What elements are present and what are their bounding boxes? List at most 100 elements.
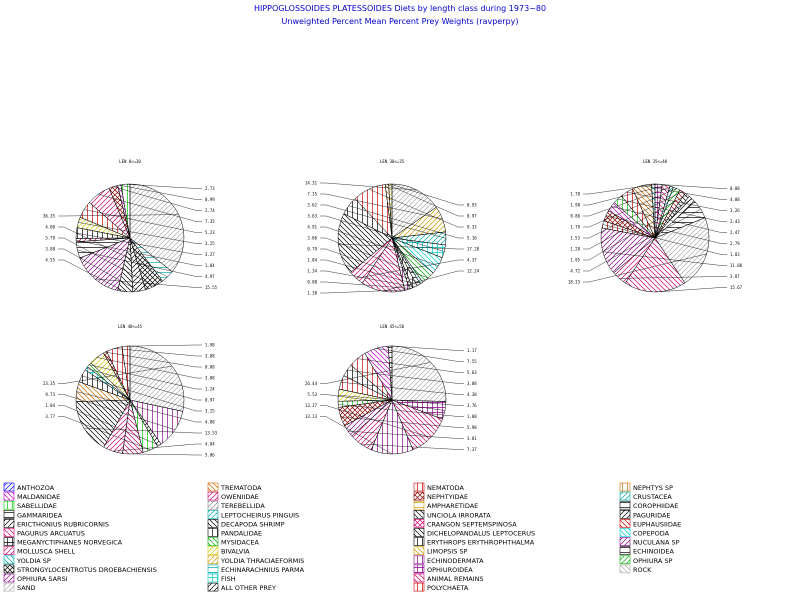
- legend-swatch: [207, 519, 219, 528]
- label-leader-line: [340, 416, 464, 428]
- legend-label: ANTHOZOA: [17, 484, 55, 492]
- slice-value-label: 9.73: [45, 392, 55, 397]
- legend-swatch: [413, 509, 425, 519]
- slice-value-label: 13.13: [305, 414, 318, 419]
- label-leader-line: [320, 204, 447, 239]
- legend-label: SABELLIDAE: [17, 502, 57, 510]
- legend-item-trematoda: TREMATODA: [207, 482, 262, 492]
- legend-label: PAGURIDAE: [633, 511, 671, 519]
- label-leader-line: [605, 215, 727, 244]
- slice-value-label: 3.63: [307, 214, 317, 219]
- slice-value-label: 1.17: [467, 348, 477, 353]
- legend-label: PANDALIDAE: [221, 530, 262, 538]
- legend-swatch: [413, 519, 425, 528]
- label-leader-line: [320, 362, 431, 384]
- slice-value-label: 5.79: [45, 236, 55, 241]
- label-leader-line: [58, 248, 140, 292]
- legend-label: LIMOPSIS SP: [427, 548, 468, 556]
- slice-value-label: 7.37: [467, 447, 477, 452]
- slice-value-label: 4.38: [467, 392, 477, 397]
- slice-value-label: 7.35: [307, 192, 317, 197]
- label-leader-line: [320, 248, 422, 284]
- label-leader-line: [98, 194, 202, 222]
- legend-label: ERICTHONIUS RUBRICORNIS: [17, 520, 109, 528]
- legend-label: PAGURUS ARCUATUS: [17, 530, 85, 538]
- slice-value-label: 1.04: [45, 403, 55, 408]
- legend-label: ROCK: [633, 566, 652, 574]
- figure-subtitle: Unweighted Percent Mean Percent Prey Wei…: [282, 17, 519, 26]
- label-leader-line: [583, 198, 693, 261]
- slice-value-label: 9.33: [467, 225, 477, 230]
- label-leader-line: [112, 443, 202, 452]
- slice-value-label: 4.55: [45, 258, 55, 263]
- slice-value-label: 3.88: [205, 354, 215, 359]
- legend-label: MYSIDACEA: [221, 539, 259, 547]
- label-leader-line: [320, 416, 393, 455]
- slice-value-label: 17.28: [467, 247, 480, 252]
- slice-value-label: 1.79: [570, 225, 580, 230]
- pie-4: LEN 40<=45 23.35 9.73 1.04 3.77 1.98 3.88 0.88 3…: [43, 324, 218, 458]
- label-leader-line: [76, 391, 202, 423]
- legend-item-yoldia-thraciaeformis: YOLDIA THRACIAEFORMIS: [207, 555, 304, 565]
- label-leader-line: [320, 226, 439, 266]
- slice-value-label: 5.23: [205, 230, 215, 235]
- legend-label: NEPHTYIDAE: [427, 493, 468, 501]
- slice-value-label: 1.83: [730, 252, 740, 257]
- slice-value-label: 3.26: [730, 208, 740, 213]
- legend-item-all-other-prey: ALL OTHER PREY: [207, 582, 276, 592]
- slice-value-label: 0.93: [467, 203, 477, 208]
- label-leader-line: [338, 404, 464, 417]
- slice-value-label: 3.76: [467, 403, 477, 408]
- label-leader-line: [75, 240, 202, 266]
- legend-item-paguridae: PAGURIDAE: [619, 509, 671, 519]
- pie-title: LEN 30<=35: [380, 159, 405, 164]
- label-leader-line: [653, 183, 727, 189]
- label-leader-line: [125, 344, 202, 347]
- legend-item-ampharetidae: AMPHARETIDAE: [413, 500, 478, 510]
- label-leader-line: [58, 405, 160, 446]
- slice-value-label: 3.77: [45, 414, 55, 419]
- legend-item-mollusca-shell: MOLLUSCA SHELL: [3, 546, 75, 556]
- legend-label: ECHINARACHNIUS PARMA: [221, 566, 305, 574]
- label-leader-line: [583, 253, 707, 283]
- slice-value-label: 0.88: [307, 280, 317, 285]
- slice-value-label: 1.38: [307, 291, 317, 296]
- label-leader-line: [320, 259, 419, 286]
- legend-swatch: [3, 509, 15, 519]
- legend-swatch: [207, 573, 219, 583]
- legend-swatch: [413, 537, 425, 546]
- slice-value-label: 15.55: [205, 285, 218, 290]
- legend-label: OWENIIDAE: [221, 493, 259, 501]
- pie-slice-decapoda-shrimp: [75, 399, 131, 448]
- legend-label: LEPTOCHEIRUS PINGUIS: [221, 511, 299, 519]
- legend-item-echinoidea: ECHINOIDEA: [619, 546, 674, 556]
- pie-slice-sabellidae: [120, 183, 131, 239]
- slice-value-label: 3.88: [467, 381, 477, 386]
- label-leader-line: [320, 405, 431, 438]
- slice-value-label: 3.88: [45, 247, 55, 252]
- slice-value-label: 0.86: [570, 214, 580, 219]
- legend-label: FISH: [221, 575, 236, 583]
- legend-label: NEPHTYS SP: [633, 484, 673, 492]
- slice-value-label: 1.78: [570, 192, 580, 197]
- legend-item-echinodermata: ECHINODERMATA: [413, 555, 484, 565]
- pie-slice-sand: [391, 345, 447, 402]
- legend-label: CRUSTACEA: [633, 493, 672, 501]
- legend-item-maldanidae: MALDANIDAE: [3, 491, 60, 501]
- slice-value-label: 5.16: [467, 236, 477, 241]
- legend-item-corophiidae: COROPHIIDAE: [619, 500, 678, 510]
- slice-value-label: 4.97: [205, 274, 215, 279]
- label-leader-line: [83, 427, 202, 434]
- label-leader-line: [104, 351, 202, 368]
- legend-label: ANIMAL REMAINS: [427, 575, 484, 583]
- slice-value-label: 11.88: [730, 263, 743, 268]
- slice-value-label: 1.98: [205, 343, 215, 348]
- label-leader-line: [346, 370, 464, 384]
- legend-label: COROPHIIDAE: [633, 502, 678, 510]
- pie-charts: LEN 0<=30 36.35 4.00 5.79 3.88 4.55 2.73 0.99 2.…: [43, 159, 743, 458]
- legend-item-fish: FISH: [207, 573, 236, 583]
- slice-value-label: 4.88: [730, 197, 740, 202]
- legend-swatch: [207, 555, 219, 565]
- legend-label: MALDANIDAE: [17, 493, 60, 501]
- legend-label: OPHIURA SP: [633, 557, 672, 565]
